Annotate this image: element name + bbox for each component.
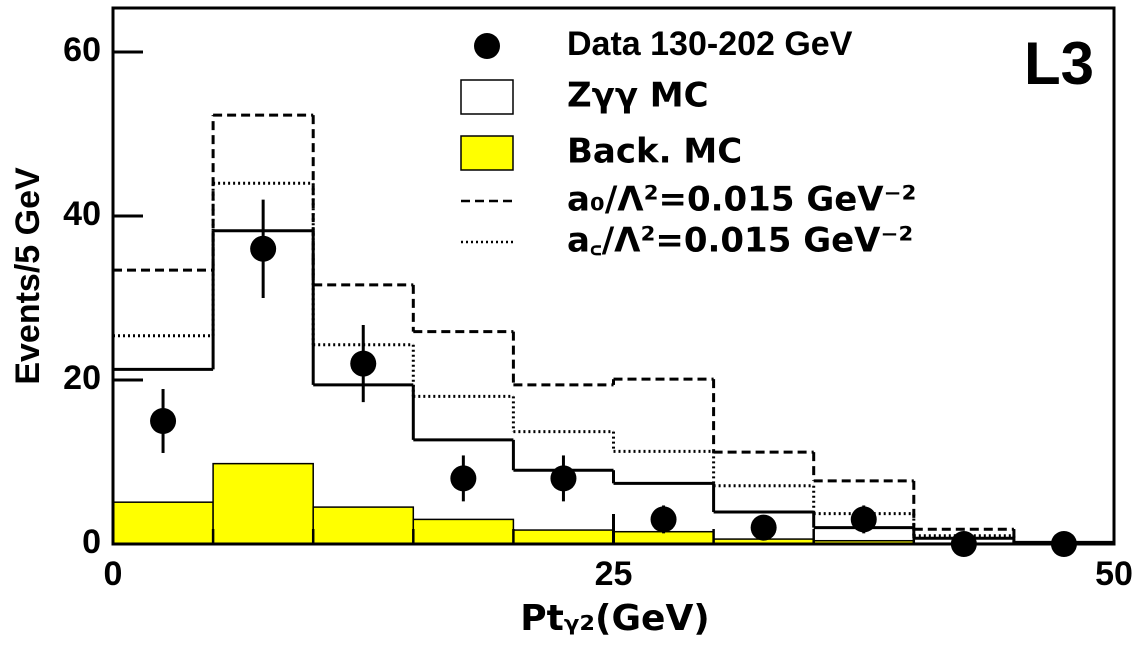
histogram-bar <box>312 506 415 545</box>
x-tick-label: 25 <box>595 555 633 593</box>
legend-label: a₀/Λ²=0.015 GeV⁻² <box>567 180 916 220</box>
histogram-bar <box>412 518 515 545</box>
data-point <box>450 465 477 492</box>
histogram-bar <box>512 529 615 545</box>
x-tick-label: 50 <box>1095 555 1133 593</box>
legend-swatch <box>460 135 514 171</box>
histogram-bar <box>112 501 214 545</box>
annotation: L3 <box>1024 30 1094 97</box>
y-axis-label: Events/5 GeV <box>9 167 47 385</box>
y-tick-label: 60 <box>63 31 101 69</box>
data-point <box>750 514 777 541</box>
legend-marker <box>474 33 500 59</box>
y-tick-label: 20 <box>63 359 101 397</box>
x-axis-label: Ptᵧ₂(GeV) <box>520 598 710 639</box>
legend-label: Back. MC <box>567 132 742 172</box>
histogram-bar <box>612 530 715 545</box>
legend-label: Data 130-202 GeV <box>567 25 853 63</box>
legend-swatch <box>460 79 514 115</box>
data-point <box>250 235 277 262</box>
histogram-bar <box>212 462 314 545</box>
data-point <box>850 506 877 533</box>
data-point <box>350 350 377 377</box>
x-tick-label: 0 <box>104 555 123 593</box>
data-point <box>650 506 677 533</box>
data-point <box>550 465 577 492</box>
data-point <box>150 408 177 434</box>
legend-label: a꜀/Λ²=0.015 GeV⁻² <box>567 221 913 261</box>
y-tick-label: 0 <box>82 523 101 561</box>
y-tick-label: 40 <box>63 195 101 233</box>
legend-label: Zγγ MC <box>567 76 709 116</box>
